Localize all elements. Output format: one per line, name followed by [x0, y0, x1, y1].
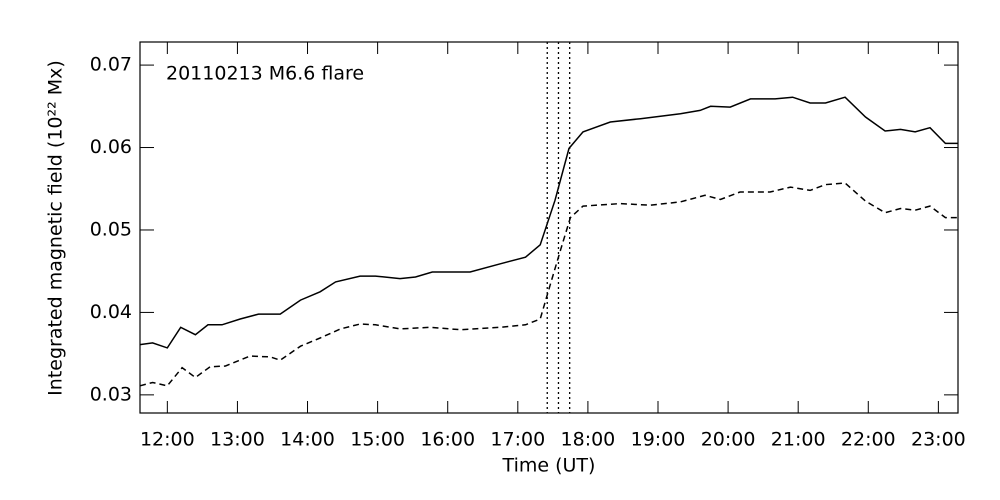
y-tick-label: 0.04: [90, 301, 132, 323]
x-tick-label: 20:00: [701, 429, 756, 451]
series-line: [139, 96, 958, 349]
x-tick-label: 14:00: [280, 429, 335, 451]
x-axis-label: Time (UT): [502, 455, 596, 477]
annotation: 20110213 M6.6 flare: [166, 63, 364, 85]
x-tick-label: 15:00: [350, 429, 405, 451]
series-line: [139, 182, 958, 387]
x-tick-label: 19:00: [631, 429, 686, 451]
x-tick-label: 23:00: [911, 429, 966, 451]
plot-frame: [139, 41, 959, 414]
y-tick-label: 0.05: [90, 218, 132, 240]
y-tick-label: 0.07: [90, 54, 132, 76]
x-tick-label: 22:00: [841, 429, 896, 451]
x-tick-label: 18:00: [561, 429, 616, 451]
y-axis-label: Integrated magnetic field (10²² Mx): [45, 60, 67, 396]
x-tick-label: 17:00: [490, 429, 545, 451]
y-tick-label: 0.03: [90, 383, 132, 405]
x-tick-label: 16:00: [420, 429, 475, 451]
y-tick-label: 0.06: [90, 136, 132, 158]
x-tick-label: 21:00: [771, 429, 826, 451]
x-tick-label: 13:00: [210, 429, 265, 451]
x-tick-label: 12:00: [140, 429, 195, 451]
